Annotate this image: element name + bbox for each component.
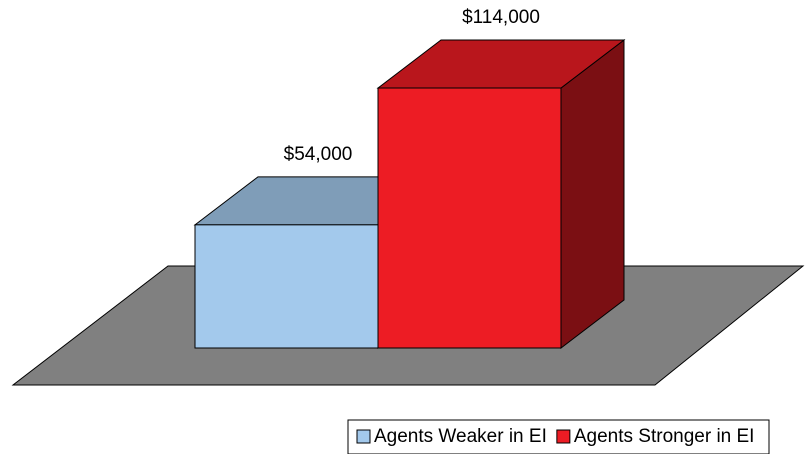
data-label: $114,000: [462, 7, 540, 28]
bar-front: [194, 224, 379, 349]
bars: $54,000 $114,000: [193, 7, 626, 350]
bar: [376, 38, 626, 350]
legend: Agents Weaker in EI Agents Stronger in EI: [356, 426, 755, 447]
data-label: $54,000: [284, 144, 353, 165]
legend-swatch: [556, 429, 571, 444]
bar-side: [560, 38, 625, 350]
legend-label: Agents Weaker in EI: [374, 426, 547, 447]
legend-swatch: [356, 429, 371, 444]
bar-front: [377, 87, 562, 349]
legend-label: Agents Stronger in EI: [574, 426, 755, 447]
